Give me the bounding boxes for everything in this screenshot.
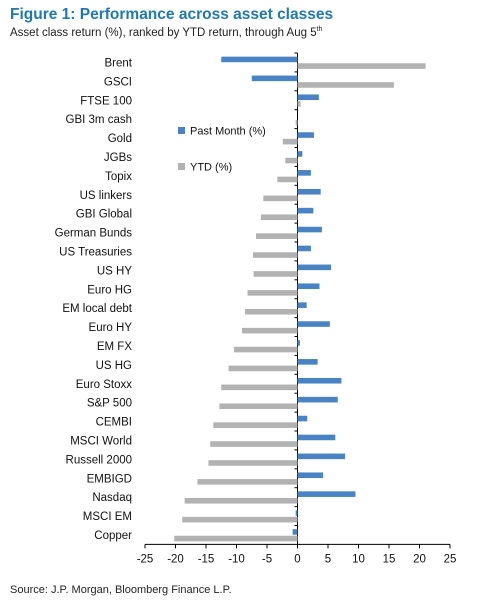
legend-swatch-past-month: [178, 127, 185, 134]
bar-ytd: [245, 308, 298, 315]
category-label: GSCI: [104, 76, 132, 88]
bar-past-month: [297, 245, 311, 252]
chart-title: Figure 1: Performance across asset class…: [10, 6, 334, 23]
category-label: US linkers: [80, 190, 133, 202]
bar-ytd: [234, 346, 298, 353]
bar-ytd: [182, 516, 298, 523]
bar-past-month: [297, 472, 324, 479]
category-label: US Treasuries: [59, 246, 132, 258]
category-label: JGBs: [104, 152, 132, 164]
x-tick-label: -15: [198, 553, 215, 565]
bar-chart: Brent GSCI FTSE 100 GBI 3m cash Gold JGBs Topi…: [55, 52, 457, 565]
category-label: German Bunds: [55, 228, 133, 240]
bar-ytd: [285, 157, 298, 164]
bar-ytd: [297, 63, 426, 69]
bar-past-month: [297, 359, 318, 365]
bar-ytd: [219, 403, 298, 410]
bar-ytd: [210, 441, 298, 447]
category-label: MSCI World: [70, 435, 132, 447]
bar-past-month: [297, 188, 321, 195]
x-tick-label: -25: [137, 553, 154, 565]
category-label: Gold: [108, 133, 132, 145]
bar-ytd: [241, 327, 298, 334]
bar-ytd: [208, 460, 298, 466]
x-tick-label: 5: [325, 553, 331, 565]
bar-ytd: [174, 535, 298, 542]
legend-swatch-ytd: [178, 163, 185, 170]
bar-ytd: [197, 479, 298, 485]
category-label: Topix: [105, 171, 132, 183]
bar-past-month: [292, 529, 298, 535]
bar-ytd: [263, 195, 298, 202]
bar-ytd: [221, 384, 298, 391]
x-tick-label: 0: [294, 553, 300, 565]
subtitle-superscript: th: [316, 26, 323, 33]
category-label: CEMBI: [96, 417, 132, 429]
bar-past-month: [297, 340, 300, 346]
bar-ytd: [247, 290, 298, 296]
bar-ytd: [260, 214, 298, 221]
bar-past-month: [251, 75, 298, 82]
category-label: Copper: [94, 530, 132, 542]
category-label: S&P 500: [87, 398, 132, 410]
bar-ytd: [213, 422, 298, 428]
bar-ytd: [297, 101, 301, 107]
x-tick-label: -10: [228, 553, 245, 565]
bar-ytd: [253, 271, 298, 277]
category-label: Euro HG: [87, 284, 132, 296]
category-label: US HY: [97, 265, 132, 277]
bar-ytd: [295, 119, 298, 126]
category-label: EMBIGD: [87, 473, 132, 485]
bar-ytd: [184, 497, 298, 504]
bar-ytd: [252, 252, 298, 258]
bar-ytd: [282, 138, 298, 145]
chart-source: Source: J.P. Morgan, Bloomberg Finance L…: [10, 584, 232, 596]
bar-past-month: [295, 510, 298, 516]
bar-past-month: [297, 226, 322, 233]
category-label: MSCI EM: [83, 511, 132, 523]
category-label: Nasdaq: [92, 492, 132, 504]
bar-past-month: [221, 56, 298, 63]
bar-past-month: [297, 264, 332, 271]
bar-ytd: [256, 233, 298, 239]
category-label: Euro Stoxx: [76, 379, 132, 391]
bar-ytd: [228, 365, 298, 372]
legend-label-past-month: Past Month (%): [190, 126, 266, 138]
category-label: EM FX: [97, 341, 132, 353]
bar-past-month: [297, 151, 303, 157]
x-tick-label: 25: [444, 553, 457, 565]
bar-past-month: [297, 132, 314, 138]
category-label: US HG: [96, 360, 132, 372]
category-label: Russell 2000: [66, 454, 132, 466]
bar-past-month: [297, 94, 319, 101]
bar-past-month: [297, 283, 320, 290]
bar-past-month: [297, 302, 307, 308]
category-label: Brent: [105, 57, 133, 69]
legend-label-ytd: YTD (%): [190, 162, 232, 174]
category-label: GBI 3m cash: [66, 114, 132, 126]
bar-ytd: [297, 82, 394, 88]
subtitle-text: Asset class return (%), ranked by YTD re…: [10, 26, 317, 39]
bar-past-month: [297, 415, 308, 422]
category-label: Euro HY: [89, 322, 133, 334]
x-tick-label: 10: [352, 553, 365, 565]
category-label: GBI Global: [76, 209, 132, 221]
category-label: FTSE 100: [80, 95, 132, 107]
bar-past-month: [297, 321, 330, 327]
bar-past-month: [297, 377, 342, 384]
bar-past-month: [297, 207, 314, 214]
x-tick-label: -20: [167, 553, 184, 565]
chart-subtitle: Asset class return (%), ranked by YTD re…: [10, 26, 322, 39]
bar-past-month: [297, 453, 346, 460]
bar-past-month: [297, 170, 311, 176]
x-tick-label: -5: [262, 553, 272, 565]
bar-past-month: [297, 434, 336, 441]
bar-ytd: [277, 176, 298, 183]
x-tick-label: 20: [413, 553, 426, 565]
bar-past-month: [297, 491, 356, 497]
bar-past-month: [297, 396, 338, 403]
category-label: EM local debt: [62, 303, 132, 315]
x-tick-label: 15: [383, 553, 396, 565]
